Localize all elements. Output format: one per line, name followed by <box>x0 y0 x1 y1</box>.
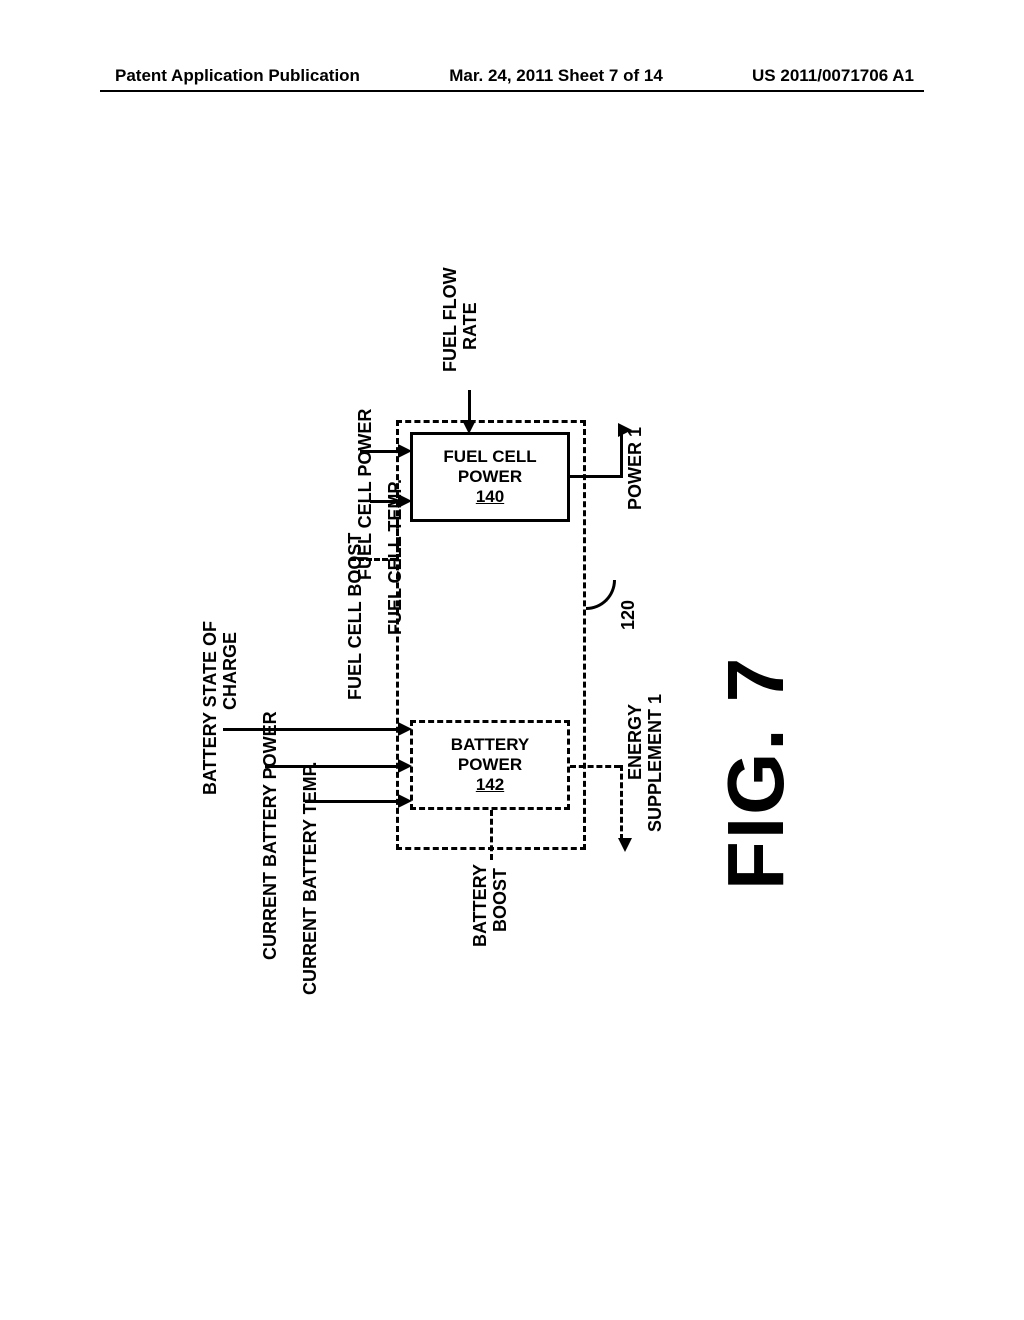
battery-soc-label-1: BATTERY STATE OF <box>200 621 221 795</box>
page-header: Patent Application Publication Mar. 24, … <box>0 66 1024 86</box>
energy-supp-label-2: SUPPLEMENT 1 <box>645 694 666 832</box>
fuel-cell-temp-line <box>370 500 400 503</box>
battery-boost-line <box>490 810 493 860</box>
battery-power-box: BATTERY POWER 142 <box>410 720 570 810</box>
fuel-cell-power-in-head <box>398 444 412 458</box>
battery-power-ref: 142 <box>476 775 504 795</box>
fuel-cell-temp-head <box>398 494 412 508</box>
fuel-flow-rate-label-2: RATE <box>460 302 481 350</box>
diagram: FUEL CELL POWER 140 BATTERY POWER 142 12… <box>160 380 630 980</box>
ref-120-leader <box>586 580 616 610</box>
power1-label: POWER 1 <box>625 427 646 510</box>
battery-soc-head <box>398 722 412 736</box>
energy-supp-line-v <box>620 765 623 840</box>
current-battery-power-line <box>265 765 400 768</box>
ref-120-label: 120 <box>618 600 639 630</box>
fuel-cell-boost-line-v <box>396 522 399 560</box>
battery-power-line2: POWER <box>458 755 522 775</box>
fuel-cell-boost-line-h <box>350 558 396 561</box>
battery-boost-label-1: BATTERY <box>470 864 491 947</box>
fuel-cell-power-line1: FUEL CELL <box>443 447 536 467</box>
battery-soc-label-2: CHARGE <box>220 632 241 710</box>
figure-label: FIG. 7 <box>710 656 802 890</box>
energy-supp-label-1: ENERGY <box>625 704 646 780</box>
fuel-flow-arrow-head <box>462 420 476 434</box>
current-battery-power-label: CURRENT BATTERY POWER <box>260 711 281 960</box>
battery-soc-line <box>223 728 400 731</box>
current-battery-temp-label: CURRENT BATTERY TEMP. <box>300 762 321 995</box>
fuel-cell-power-in-line <box>360 450 400 453</box>
power1-line <box>570 475 620 478</box>
energy-supp-head <box>618 838 632 852</box>
fuel-flow-arrow-line <box>468 390 471 422</box>
current-battery-temp-line <box>305 800 400 803</box>
battery-boost-label-2: BOOST <box>490 868 511 932</box>
header-right: US 2011/0071706 A1 <box>752 66 914 86</box>
header-center: Mar. 24, 2011 Sheet 7 of 14 <box>449 66 663 86</box>
header-left: Patent Application Publication <box>115 66 360 86</box>
energy-supp-line-h <box>570 765 620 768</box>
header-rule <box>100 90 924 92</box>
battery-power-line1: BATTERY <box>451 735 529 755</box>
current-battery-power-head <box>398 759 412 773</box>
fuel-flow-rate-label-1: FUEL FLOW <box>440 267 461 372</box>
fuel-cell-power-ref: 140 <box>476 487 504 507</box>
fuel-cell-power-line2: POWER <box>458 467 522 487</box>
power1-line-v <box>620 430 623 478</box>
current-battery-temp-head <box>398 794 412 808</box>
fuel-cell-power-box: FUEL CELL POWER 140 <box>410 432 570 522</box>
